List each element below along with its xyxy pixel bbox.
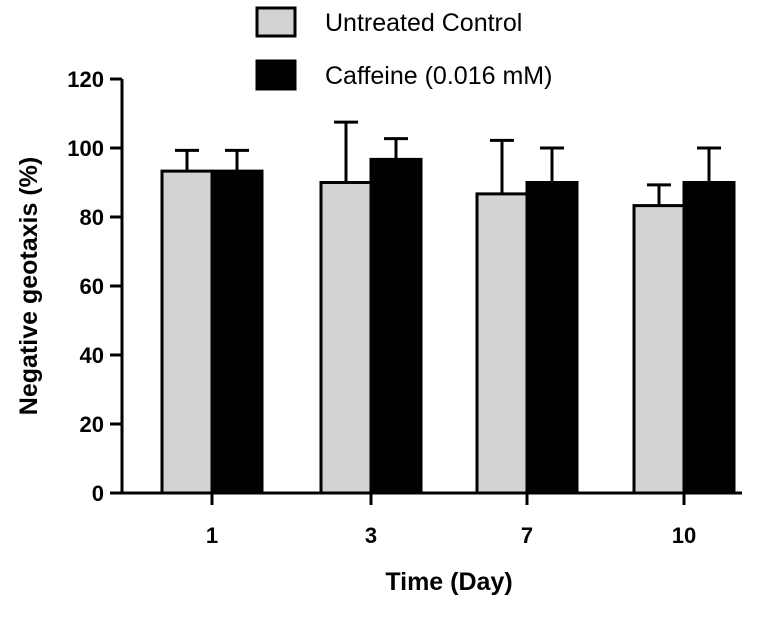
bar-control-day-7	[475, 192, 529, 495]
bar-caffeine-day-3	[369, 157, 423, 495]
error-bars	[175, 120, 721, 206]
bar-control-day-1	[160, 169, 214, 495]
bar-caffeine-day-10	[682, 181, 736, 495]
bar-caffeine-day-1	[210, 169, 264, 495]
legend: Untreated Control Caffeine (0.016 mM)	[255, 6, 552, 91]
x-tick-label-1: 1	[206, 523, 218, 548]
y-tick-label-20: 20	[80, 412, 104, 437]
legend-swatch-untreated-control	[255, 6, 297, 38]
y-tick-label-80: 80	[80, 205, 104, 230]
x-tick-label-7: 7	[521, 523, 533, 548]
y-tick-label-120: 120	[67, 67, 104, 92]
axes: 0 20 40 60 80 100 120 1 3 7 10	[67, 67, 742, 548]
bar-control-day-3	[319, 181, 373, 495]
legend-label-untreated-control: Untreated Control	[325, 9, 522, 37]
legend-label-caffeine: Caffeine (0.016 mM)	[325, 62, 552, 90]
y-tick-label-60: 60	[80, 274, 104, 299]
bars	[160, 157, 736, 495]
y-tick-label-0: 0	[92, 481, 104, 506]
legend-swatch-caffeine	[255, 59, 297, 91]
x-axis-title: Time (Day)	[385, 568, 512, 596]
y-tick-label-40: 40	[80, 343, 104, 368]
x-tick-label-3: 3	[365, 523, 377, 548]
x-tick-label-10: 10	[672, 523, 696, 548]
y-axis-title: Negative geotaxis (%)	[15, 157, 43, 415]
y-tick-label-100: 100	[67, 136, 104, 161]
bar-caffeine-day-7	[525, 181, 579, 495]
bar-control-day-10	[632, 204, 686, 495]
